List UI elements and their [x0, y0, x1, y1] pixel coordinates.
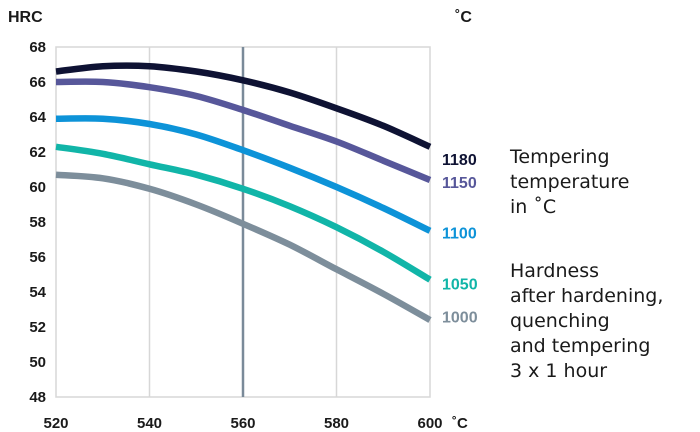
series-label-1000: 1000 — [442, 310, 478, 327]
series-line-1000 — [55, 171, 432, 323]
series-label-1100: 1100 — [442, 226, 477, 243]
series-line-1050 — [55, 143, 432, 283]
y-tick-label: 48 — [29, 389, 46, 406]
y-tick-label: 50 — [29, 354, 46, 371]
grid-layer — [55, 46, 431, 398]
y-axis-unit-label: HRC — [8, 9, 43, 26]
legend-unit-label: ˚C — [455, 9, 472, 26]
x-tick-label: 580 — [324, 415, 349, 432]
y-tick-label: 56 — [29, 249, 46, 266]
series-label-1050: 1050 — [442, 276, 478, 293]
series-line-1150 — [55, 78, 432, 184]
y-tick-label: 54 — [29, 284, 46, 301]
y-tick-label: 68 — [29, 39, 46, 56]
y-tick-label: 64 — [29, 109, 46, 126]
x-axis-unit-label: ˚C — [452, 415, 468, 432]
y-tick-label: 58 — [29, 214, 46, 231]
series-label-1150: 1150 — [442, 175, 477, 192]
y-tick-label: 66 — [29, 74, 46, 91]
series-layer — [55, 62, 432, 323]
series-line-1100 — [55, 115, 432, 234]
x-tick-label: 520 — [43, 415, 68, 432]
tempering-annotation: Tempering temperature in ˚C — [510, 146, 630, 218]
y-tick-label: 62 — [29, 144, 46, 161]
label-layer: 48 50 52 54 56 58 60 62 64 66 68 520 540 560 580 600 ˚C 1… — [29, 39, 477, 432]
x-tick-label: 540 — [137, 415, 162, 432]
hardness-annotation: Hardness after hardening, quenching and … — [510, 260, 664, 382]
series-label-1180: 1180 — [442, 152, 477, 169]
y-tick-label: 52 — [29, 319, 46, 336]
x-tick-label: 600 — [417, 415, 442, 432]
y-tick-label: 60 — [29, 179, 46, 196]
x-tick-label: 560 — [230, 415, 255, 432]
series-line-1180 — [55, 62, 432, 150]
